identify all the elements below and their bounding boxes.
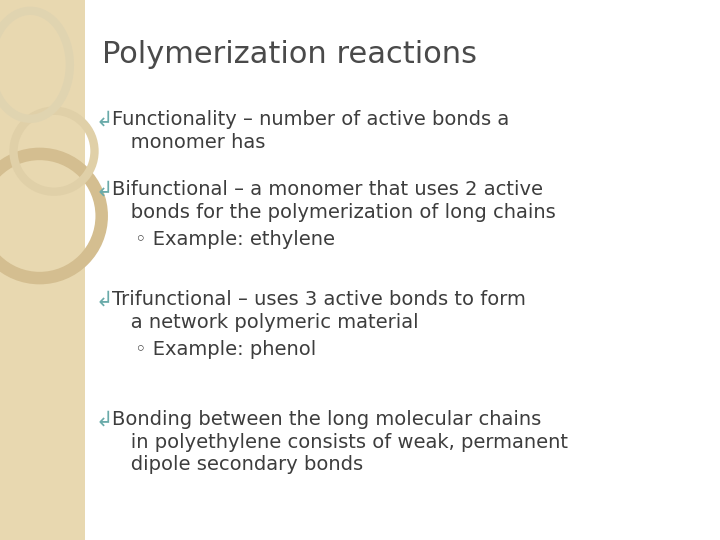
Text: Polymerization reactions: Polymerization reactions xyxy=(102,40,477,69)
Text: Bifunctional – a monomer that uses 2 active
   bonds for the polymerization of l: Bifunctional – a monomer that uses 2 act… xyxy=(112,180,556,222)
Text: ◦ Example: phenol: ◦ Example: phenol xyxy=(135,340,316,359)
Text: ↲: ↲ xyxy=(95,110,112,130)
Text: Trifunctional – uses 3 active bonds to form
   a network polymeric material: Trifunctional – uses 3 active bonds to f… xyxy=(112,290,526,332)
Text: ↲: ↲ xyxy=(95,180,112,200)
Text: ↲: ↲ xyxy=(95,290,112,310)
Bar xyxy=(0,0,85,540)
Text: ↲: ↲ xyxy=(95,410,112,430)
Text: ◦ Example: ethylene: ◦ Example: ethylene xyxy=(135,230,335,249)
Text: Functionality – number of active bonds a
   monomer has: Functionality – number of active bonds a… xyxy=(112,110,509,152)
Text: Bonding between the long molecular chains
   in polyethylene consists of weak, p: Bonding between the long molecular chain… xyxy=(112,410,568,475)
